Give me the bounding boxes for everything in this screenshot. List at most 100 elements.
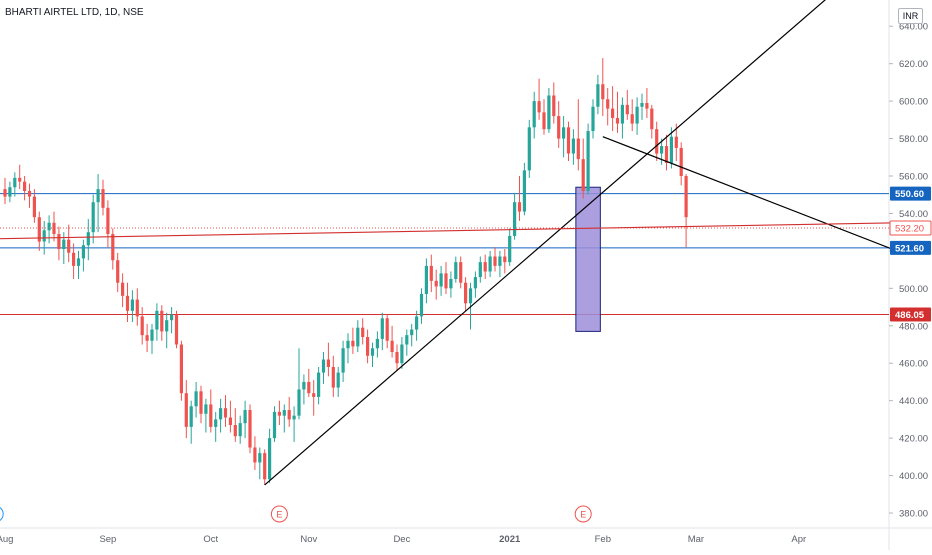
candle-body <box>439 273 443 287</box>
candle-body <box>116 260 120 283</box>
candle-body <box>96 189 100 203</box>
candle-body <box>135 299 139 317</box>
candle-body <box>3 189 7 197</box>
candle-body <box>199 391 203 414</box>
candle-body <box>179 344 183 394</box>
candle-body <box>405 335 409 345</box>
candle-body <box>331 366 335 388</box>
candle-body <box>277 411 281 416</box>
time-axis-label: 2021 <box>499 534 521 545</box>
candle-body <box>503 256 507 263</box>
candle-body <box>62 239 66 250</box>
price-label-bg <box>890 240 931 255</box>
candle-body <box>366 337 370 356</box>
candle-body <box>674 136 678 148</box>
candle-body <box>601 84 605 100</box>
candle-body <box>410 329 414 336</box>
time-axis-label: Oct <box>203 534 218 545</box>
candle-body <box>13 177 17 188</box>
candle-body <box>287 410 291 420</box>
price-tick-label: 460.00 <box>899 359 928 370</box>
candle-body <box>150 329 154 341</box>
candle-body <box>228 417 232 426</box>
time-axis-label: Apr <box>791 534 806 545</box>
trend-line <box>602 136 898 252</box>
candle-body <box>557 116 561 139</box>
earnings-marker-letter: E <box>580 510 586 520</box>
candle-body <box>351 340 355 347</box>
candle-body <box>42 230 46 242</box>
time-axis-label: Aug <box>0 534 13 545</box>
time-axis-label: Dec <box>393 534 410 545</box>
currency-badge[interactable]: INR <box>898 8 923 24</box>
candle-body <box>189 406 193 427</box>
candle-body <box>552 95 556 117</box>
candle-body <box>86 232 90 246</box>
time-axis: Aug Sep Oct Nov Dec 2021 Feb Mar Apr <box>0 534 806 545</box>
event-markers: DEE <box>0 505 592 523</box>
horizontal-lines <box>0 193 889 315</box>
time-axis-label: Sep <box>99 534 116 545</box>
price-tick-label: 580.00 <box>899 134 928 145</box>
candle-body <box>620 104 624 124</box>
candle-body <box>121 282 125 296</box>
candle-body <box>341 348 345 373</box>
candle-body <box>615 117 620 124</box>
candle-body <box>640 102 644 107</box>
candle-body <box>498 256 502 266</box>
price-axis: 380.00 400.00 420.00 440.00 460.00 480.00 500.… <box>889 22 932 520</box>
candle-body <box>473 277 477 289</box>
candle-body <box>542 112 546 130</box>
candle-body <box>586 131 590 191</box>
candle-body <box>307 381 311 394</box>
candle-body <box>184 393 188 427</box>
price-label: 486.05 <box>895 310 925 321</box>
candle-body <box>370 348 375 356</box>
candle-body <box>52 222 56 235</box>
candle-body <box>655 129 659 154</box>
price-label: 550.60 <box>895 189 924 200</box>
price-tick-label: 560.00 <box>899 172 928 183</box>
candle-body <box>160 310 164 332</box>
candle-body <box>272 411 277 439</box>
candle-body <box>165 320 169 332</box>
candle-body <box>449 278 453 289</box>
candle-body <box>145 335 149 341</box>
candle-body <box>155 310 159 330</box>
candle-body <box>664 146 669 163</box>
candle-body <box>32 196 36 218</box>
candle-body <box>346 340 350 349</box>
candle-body <box>660 146 664 154</box>
candle-body <box>140 316 144 336</box>
candles <box>3 58 688 485</box>
candle-body <box>537 101 541 113</box>
candle-body <box>684 176 688 218</box>
candle-body <box>8 187 12 197</box>
candle-body <box>253 447 257 463</box>
candle-body <box>434 280 438 287</box>
price-tick-label: 540.00 <box>899 209 928 220</box>
candle-body <box>424 265 428 294</box>
candle-body <box>635 106 639 124</box>
trend-line <box>0 222 897 240</box>
candle-body <box>576 138 580 160</box>
price-label-bg <box>890 186 931 201</box>
candle-body <box>571 138 575 154</box>
price-tick-label: 500.00 <box>899 284 928 295</box>
candle-body <box>508 235 512 263</box>
candle-body <box>67 239 71 253</box>
candle-body <box>282 410 286 416</box>
candle-body <box>522 170 526 212</box>
highlight-box <box>575 186 601 332</box>
candle-body <box>596 84 600 107</box>
candle-body <box>390 340 394 352</box>
candle-body <box>194 391 198 407</box>
candle-body <box>263 453 267 480</box>
candle-body <box>483 262 487 272</box>
candle-body <box>214 419 218 427</box>
candle-body <box>101 189 105 208</box>
trend-line <box>264 0 826 486</box>
